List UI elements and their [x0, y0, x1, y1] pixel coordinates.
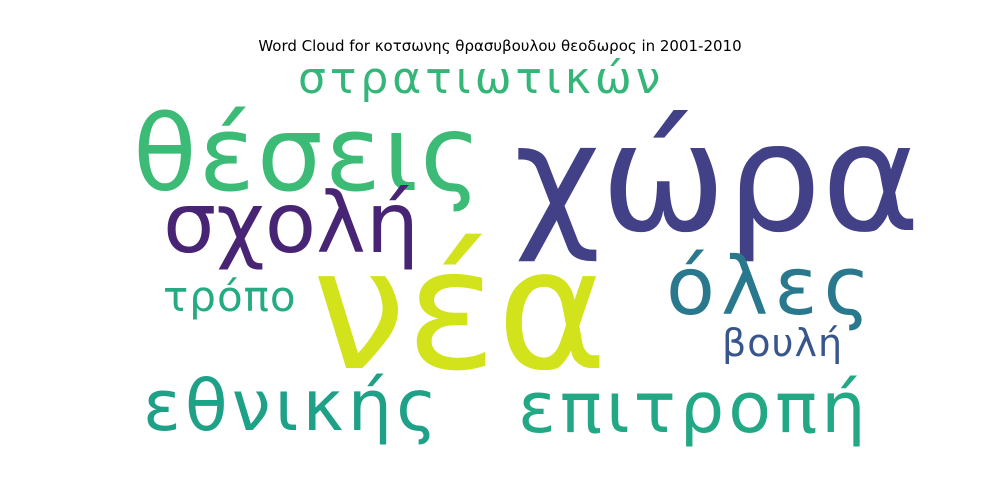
- word-6: επιτροπή: [518, 367, 870, 449]
- word-8: στρατιωτικών: [298, 53, 664, 104]
- word-5: όλες: [666, 240, 876, 333]
- chart-title: Word Cloud for κοτσωνης θρασυβουλου θεοδ…: [258, 37, 742, 55]
- word-7: εθνικής: [143, 365, 441, 447]
- word-10: βουλή: [722, 321, 843, 365]
- word-2: χώρα: [514, 92, 920, 266]
- word-9: τρόπο: [163, 272, 297, 321]
- word-3: θέσεις: [133, 93, 483, 215]
- word-4: σχολή: [163, 174, 419, 272]
- word-1: νέα: [312, 212, 607, 408]
